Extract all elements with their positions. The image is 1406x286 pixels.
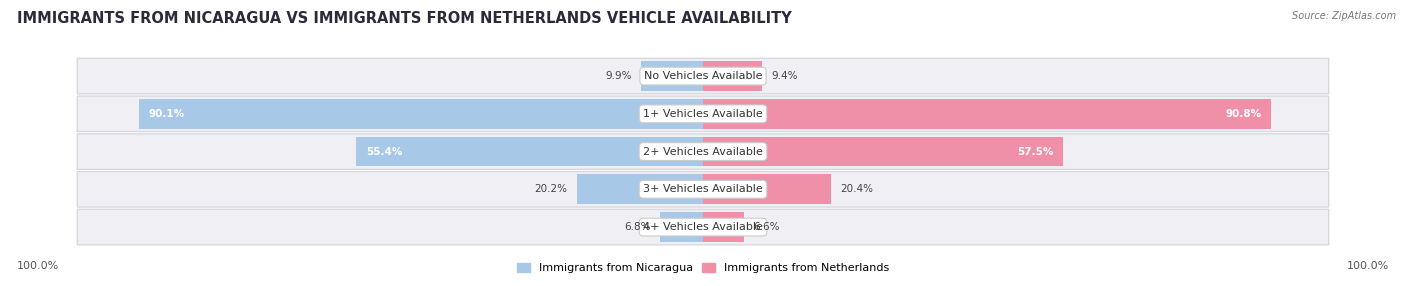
Text: Source: ZipAtlas.com: Source: ZipAtlas.com [1292, 11, 1396, 21]
Text: 9.9%: 9.9% [605, 71, 631, 81]
FancyBboxPatch shape [77, 96, 1329, 132]
Text: 9.4%: 9.4% [772, 71, 797, 81]
Text: 6.6%: 6.6% [754, 222, 780, 232]
Text: 100.0%: 100.0% [17, 261, 59, 271]
Text: 6.8%: 6.8% [624, 222, 651, 232]
Text: 100.0%: 100.0% [1347, 261, 1389, 271]
Text: 90.1%: 90.1% [149, 109, 184, 119]
Text: 57.5%: 57.5% [1017, 147, 1053, 156]
FancyBboxPatch shape [77, 172, 1329, 207]
FancyBboxPatch shape [77, 134, 1329, 169]
Bar [703, 212, 744, 242]
Text: 4+ Vehicles Available: 4+ Vehicles Available [643, 222, 763, 232]
Text: 55.4%: 55.4% [366, 147, 402, 156]
Text: 2+ Vehicles Available: 2+ Vehicles Available [643, 147, 763, 156]
Bar [703, 61, 762, 91]
Bar [703, 174, 831, 204]
FancyBboxPatch shape [77, 209, 1329, 245]
Bar [703, 137, 1063, 166]
Bar [356, 137, 703, 166]
Bar [139, 99, 703, 129]
Bar [576, 174, 703, 204]
FancyBboxPatch shape [77, 58, 1329, 94]
Text: IMMIGRANTS FROM NICARAGUA VS IMMIGRANTS FROM NETHERLANDS VEHICLE AVAILABILITY: IMMIGRANTS FROM NICARAGUA VS IMMIGRANTS … [17, 11, 792, 26]
Text: 3+ Vehicles Available: 3+ Vehicles Available [643, 184, 763, 194]
Text: 20.4%: 20.4% [839, 184, 873, 194]
Bar [661, 212, 703, 242]
Text: No Vehicles Available: No Vehicles Available [644, 71, 762, 81]
Text: 1+ Vehicles Available: 1+ Vehicles Available [643, 109, 763, 119]
Text: 90.8%: 90.8% [1226, 109, 1261, 119]
Bar [641, 61, 703, 91]
Legend: Immigrants from Nicaragua, Immigrants from Netherlands: Immigrants from Nicaragua, Immigrants fr… [512, 258, 894, 278]
Bar [703, 99, 1271, 129]
Text: 20.2%: 20.2% [534, 184, 567, 194]
